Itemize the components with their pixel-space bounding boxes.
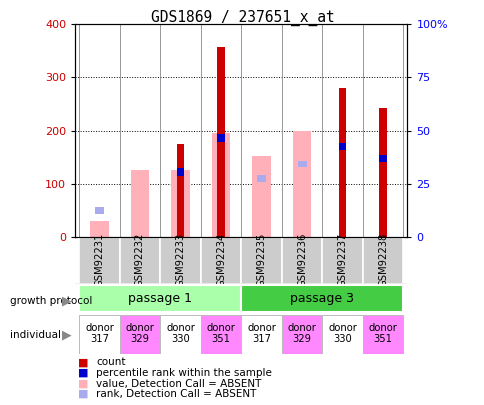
Bar: [281, 237, 322, 284]
Text: ■: ■: [77, 389, 88, 399]
Bar: [95, 207, 104, 213]
Text: GSM92238: GSM92238: [378, 233, 387, 287]
Bar: [177, 144, 184, 237]
Text: donor
329: donor 329: [287, 322, 316, 344]
Text: ■: ■: [77, 368, 88, 378]
Text: donor
329: donor 329: [125, 322, 154, 344]
Bar: [378, 108, 386, 237]
Bar: [79, 237, 120, 284]
Text: ■: ■: [77, 379, 88, 388]
Text: donor
351: donor 351: [206, 322, 235, 344]
Text: donor
317: donor 317: [85, 322, 114, 344]
Bar: [241, 237, 281, 284]
Bar: [120, 237, 160, 284]
Text: ▶: ▶: [62, 329, 72, 342]
Bar: [160, 237, 200, 284]
Text: GDS1869 / 237651_x_at: GDS1869 / 237651_x_at: [151, 10, 333, 26]
Bar: [241, 315, 281, 354]
Text: GSM92234: GSM92234: [215, 233, 226, 287]
Bar: [120, 315, 160, 354]
Text: donor
317: donor 317: [247, 322, 275, 344]
Text: percentile rank within the sample: percentile rank within the sample: [96, 368, 272, 378]
Text: GSM92233: GSM92233: [175, 233, 185, 287]
Bar: [79, 315, 120, 354]
Bar: [241, 285, 403, 312]
Bar: [171, 171, 189, 237]
Text: donor
330: donor 330: [328, 322, 356, 344]
Bar: [338, 143, 346, 150]
Bar: [200, 237, 241, 284]
Bar: [297, 161, 306, 167]
Bar: [217, 134, 224, 142]
Text: growth protocol: growth protocol: [10, 296, 92, 305]
Text: GSM92232: GSM92232: [135, 233, 145, 288]
Text: passage 3: passage 3: [290, 292, 354, 305]
Bar: [257, 175, 266, 181]
Text: donor
351: donor 351: [368, 322, 397, 344]
Text: GSM92231: GSM92231: [94, 233, 104, 288]
Text: passage 1: passage 1: [128, 292, 192, 305]
Bar: [177, 168, 184, 176]
Bar: [79, 285, 241, 312]
Text: ▶: ▶: [62, 294, 72, 307]
Bar: [362, 237, 403, 284]
Bar: [90, 221, 108, 237]
Text: GSM92236: GSM92236: [296, 233, 306, 288]
Text: ■: ■: [77, 358, 88, 367]
Text: rank, Detection Call = ABSENT: rank, Detection Call = ABSENT: [96, 389, 256, 399]
Text: count: count: [96, 358, 125, 367]
Bar: [362, 315, 403, 354]
Bar: [292, 130, 311, 237]
Text: donor
330: donor 330: [166, 322, 195, 344]
Bar: [322, 237, 362, 284]
Bar: [378, 155, 386, 162]
Bar: [160, 315, 200, 354]
Bar: [338, 88, 346, 237]
Text: GSM92237: GSM92237: [337, 233, 347, 288]
Bar: [212, 133, 230, 237]
Bar: [281, 315, 322, 354]
Bar: [131, 171, 149, 237]
Bar: [200, 315, 241, 354]
Bar: [252, 156, 270, 237]
Text: value, Detection Call = ABSENT: value, Detection Call = ABSENT: [96, 379, 261, 388]
Text: GSM92235: GSM92235: [256, 233, 266, 288]
Bar: [217, 47, 224, 237]
Bar: [322, 315, 362, 354]
Text: individual: individual: [10, 330, 60, 340]
